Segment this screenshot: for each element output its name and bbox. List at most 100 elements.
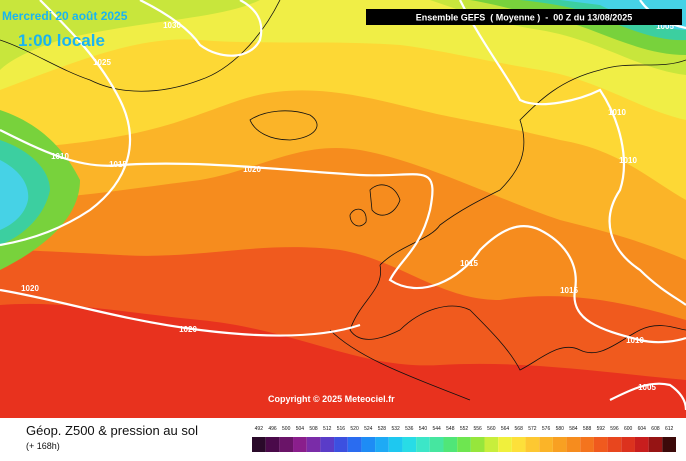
colorbar-swatch (498, 437, 512, 452)
colorbar-label: 564 (501, 426, 510, 432)
colorbar-label: 548 (446, 426, 455, 432)
colorbar-label: 520 (350, 426, 359, 432)
isobars (0, 0, 686, 411)
isobar-label: 1020 (21, 284, 39, 293)
colorbar-label: 512 (323, 426, 332, 432)
isobar-label: 1025 (93, 58, 111, 67)
colorbar-label: 576 (542, 426, 551, 432)
colorbar-label: 572 (528, 426, 537, 432)
isobar-label: 1010 (619, 156, 637, 165)
band (0, 0, 686, 120)
colorbar-swatch (320, 437, 335, 452)
colorbar: 492 496 500 504 508 512 516 520 524 528 532 536 540 5… (252, 426, 676, 452)
colorbar-swatch (511, 437, 526, 452)
colorbar-swatch (580, 437, 594, 452)
colorbar-swatch (593, 437, 608, 452)
local-time: 1:00 locale (18, 31, 105, 50)
colorbar-swatch (429, 437, 444, 452)
colorbar-label: 596 (610, 426, 619, 432)
isobar (459, 0, 686, 306)
colorbar-label: 552 (460, 426, 469, 432)
date: Mercredi 20 août 2025 (2, 9, 128, 23)
colorbar-label: 612 (665, 426, 674, 432)
colorbar-label: 532 (391, 426, 400, 432)
colorbar-swatch (470, 437, 485, 452)
isobar-label: 1010 (608, 108, 626, 117)
colorbar-label: 580 (556, 426, 565, 432)
colorbar-swatch (279, 437, 294, 452)
lead-time: (+ 168h) (26, 441, 60, 451)
footer-title: Géop. Z500 & pression au sol (26, 423, 198, 438)
isobar-label: 1020 (179, 325, 197, 334)
coastlines (0, 0, 686, 401)
colorbar-label: 536 (405, 426, 414, 432)
colorbar-label: 556 (474, 426, 483, 432)
colorbar-swatch (347, 437, 362, 452)
run-box (366, 9, 682, 25)
isobar-label: 1030 (163, 21, 181, 30)
colorbar-swatch (484, 437, 499, 452)
colorbar-swatch (252, 437, 266, 452)
isobar-label: 1010 (626, 336, 644, 345)
colorbar-swatch (662, 437, 676, 452)
colorbar-label: 524 (364, 426, 373, 432)
colorbar-swatch (443, 437, 458, 452)
isobar-label: 1015 (560, 286, 578, 295)
isobar-label: 1005 (638, 383, 656, 392)
coastline (0, 0, 281, 92)
colorbar-swatch (457, 437, 471, 452)
colorbar-swatch (621, 437, 635, 452)
colorbar-swatch (361, 437, 376, 452)
colorbar-swatch (634, 437, 649, 452)
colorbar-label: 500 (282, 426, 291, 432)
colorbar-swatch (566, 437, 581, 452)
colorbar-label: 604 (638, 426, 647, 432)
colorbar-label: 544 (432, 426, 441, 432)
isobar-label: 1020 (243, 165, 261, 174)
coastline (329, 329, 471, 401)
colorbar-label: 540 (419, 426, 428, 432)
colorbar-label: 592 (597, 426, 606, 432)
colorbar-label: 504 (296, 426, 305, 432)
colorbar-swatch (293, 437, 307, 452)
colorbar-label: 496 (268, 426, 277, 432)
colorbar-label: 584 (569, 426, 578, 432)
copyright: Copyright © 2025 Meteociel.fr (268, 394, 395, 404)
isobar (0, 129, 686, 344)
coastline (379, 59, 686, 266)
colorbar-label: 492 (255, 426, 264, 432)
colorbar-swatch (607, 437, 622, 452)
colorbar-swatch (648, 437, 663, 452)
colorbar-label: 588 (583, 426, 592, 432)
colorbar-swatch (375, 437, 389, 452)
isobar (139, 0, 263, 57)
isobar (609, 382, 686, 411)
run-info: Ensemble GEFS ( Moyenne ) - 00 Z du 13/0… (416, 12, 633, 22)
colorbar-label: 528 (378, 426, 387, 432)
colorbar-swatch (388, 437, 403, 452)
isobar-label: 1005 (656, 22, 674, 31)
colorbar-label: 608 (651, 426, 660, 432)
isobar (0, 0, 132, 247)
colorbar-swatch (306, 437, 321, 452)
colorbar-swatch (525, 437, 540, 452)
isobar (0, 288, 361, 337)
isobar-label: 1015 (460, 259, 478, 268)
colorbar-swatch (334, 437, 348, 452)
colorbar-swatch (416, 437, 430, 452)
coastline (249, 110, 318, 141)
colorbar-label: 508 (309, 426, 318, 432)
colorbar-swatch (539, 437, 553, 452)
colorbar-swatch (265, 437, 280, 452)
colorbar-swatch (552, 437, 567, 452)
colorbar-label: 516 (337, 426, 346, 432)
band (0, 0, 686, 270)
isobar-labels: 1030 1025 1010 1015 1020 1020 1020 1015 1015 1010… (21, 21, 674, 392)
coastline (349, 184, 401, 227)
isobar-label: 1015 (109, 160, 127, 169)
colorbar-label: 560 (487, 426, 496, 432)
colorbar-label: 568 (515, 426, 524, 432)
colorbar-label: 600 (624, 426, 633, 432)
